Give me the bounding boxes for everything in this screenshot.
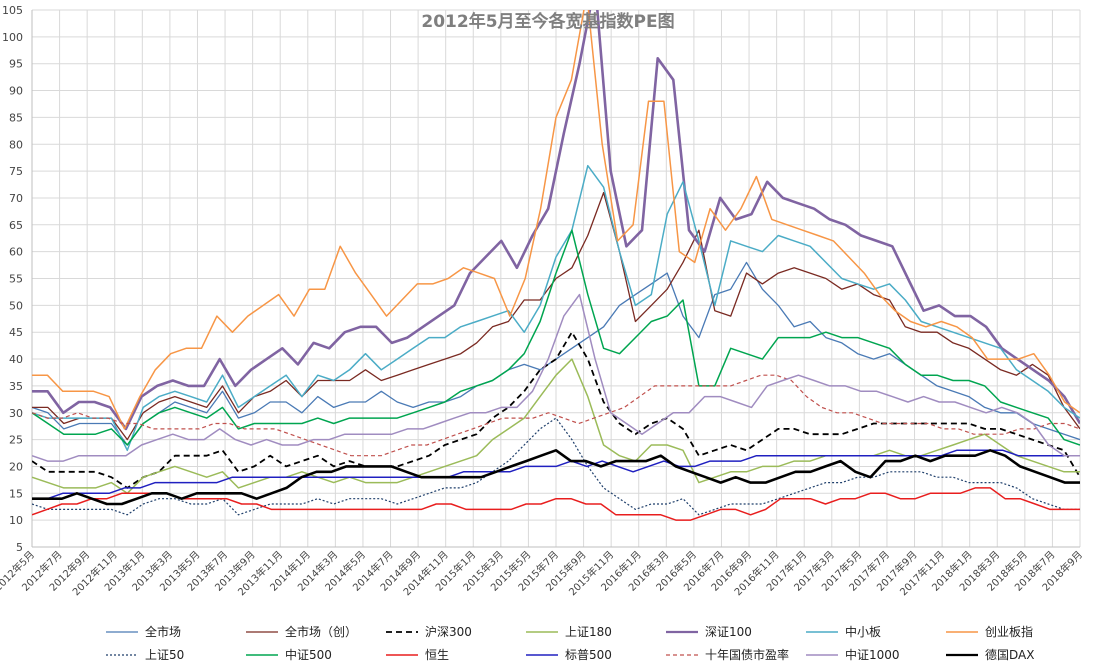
y-tick-label: 55 [9,273,23,286]
legend-row: 全市场 全市场（创） 沪深300 上证180 深证100 中小板 创业板指 [105,620,1085,643]
series-line-5 [32,164,1080,452]
legend-swatch [246,653,278,656]
legend-label: 创业板指 [985,625,1034,639]
legend-label: 德国DAX [985,648,1035,662]
series-line-11 [32,374,1080,457]
y-tick-label: 105 [2,4,23,17]
y-tick-label: 70 [9,192,23,205]
legend-item: 中小板 [805,623,945,640]
series-line-8 [32,229,1080,446]
legend-item: 沪深300 [385,623,525,640]
y-tick-label: 60 [9,246,23,259]
y-tick-label: 30 [9,407,23,420]
series-line-12 [32,293,1080,462]
legend-label: 中证1000 [845,648,900,662]
series-layer [32,10,1080,521]
y-tick-label: 100 [2,31,23,44]
legend-swatch [946,630,978,633]
legend-swatch [246,630,278,633]
y-tick-label: 90 [9,85,23,98]
legend-row: 上证50 中证500 恒生 标普500 十年国债市盈率 中证1000 德国DAX [105,643,1085,666]
legend-item: 中证500 [245,646,385,663]
legend-swatch [946,653,978,656]
legend-item: 创业板指 [945,623,1085,640]
chart-title: 2012年5月至今各宽基指数PE图 [421,11,674,32]
legend-label: 恒生 [425,648,450,662]
y-tick-label: 15 [9,487,23,500]
legend-item: 全市场（创） [245,623,385,640]
legend-label: 沪深300 [425,625,472,639]
legend-swatch [806,630,838,633]
legend-label: 中证500 [285,648,332,662]
series-line-4 [32,10,1080,431]
legend-label: 深证100 [705,625,752,639]
legend-item: 十年国债市盈率 [665,646,805,663]
legend-swatch [666,630,698,633]
y-tick-label: 25 [9,434,23,447]
pe-line-chart: 5 10 15 20 25 30 35 40 45 50 55 60 65 70 75 80 85 90 95 100… [0,4,1085,598]
legend-item: 深证100 [665,623,805,640]
y-tick-label: 35 [9,380,23,393]
legend-label: 全市场 [145,625,182,639]
legend-swatch [386,630,418,633]
axis-layer: 5 10 15 20 25 30 35 40 45 50 55 60 65 70 75 80 85 90 95 100… [0,4,1085,598]
legend-label: 标普500 [565,648,612,662]
legend-swatch [106,630,138,633]
y-tick-label: 80 [9,138,23,151]
y-tick-label: 85 [9,111,23,124]
chart-legend: 全市场 全市场（创） 沪深300 上证180 深证100 中小板 创业板指上证50 中证500… [105,620,1085,666]
legend-item: 恒生 [385,646,525,663]
legend-swatch [386,653,418,656]
y-tick-label: 45 [9,326,23,339]
legend-item: 上证50 [105,646,245,663]
legend-swatch [106,653,138,656]
y-tick-label: 5 [16,541,23,554]
series-line-13 [32,448,1080,506]
series-line-10 [32,449,1080,500]
series-line-1 [32,191,1080,441]
legend-label: 中小板 [845,625,882,639]
legend-label: 十年国债市盈率 [705,648,790,662]
legend-swatch [526,653,558,656]
legend-label: 全市场（创） [285,625,358,639]
series-line-6 [32,10,1080,430]
legend-item: 标普500 [525,646,665,663]
y-tick-label: 20 [9,460,23,473]
series-line-9 [32,487,1080,521]
y-tick-label: 50 [9,299,23,312]
legend-swatch [806,653,838,656]
legend-item: 中证1000 [805,646,945,663]
y-tick-label: 40 [9,353,23,366]
y-tick-label: 95 [9,58,23,71]
legend-swatch [666,653,698,656]
legend-item: 全市场 [105,623,245,640]
y-tick-label: 10 [9,514,23,527]
legend-label: 上证50 [145,648,185,662]
y-tick-label: 65 [9,219,23,232]
legend-swatch [526,630,558,633]
series-line-7 [32,417,1080,516]
legend-item: 上证180 [525,623,665,640]
legend-label: 上证180 [565,625,612,639]
y-tick-label: 75 [9,165,23,178]
legend-item: 德国DAX [945,646,1085,663]
